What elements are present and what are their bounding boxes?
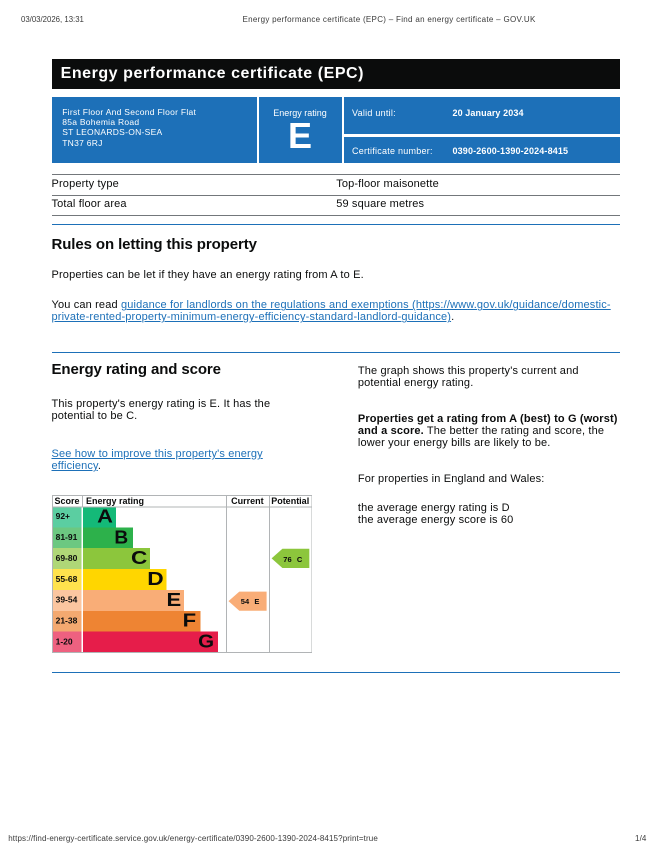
svg-text:55-68: 55-68	[55, 574, 77, 584]
svg-text:Score: Score	[54, 496, 79, 506]
svg-text:F: F	[182, 611, 196, 631]
svg-text:Energy rating: Energy rating	[86, 496, 144, 506]
svg-text:92+: 92+	[55, 511, 69, 521]
svg-text:69-80: 69-80	[55, 553, 77, 563]
svg-text:G: G	[198, 632, 214, 652]
svg-text:81-91: 81-91	[55, 532, 77, 542]
svg-text:Potential: Potential	[271, 496, 309, 506]
svg-text:C: C	[131, 548, 147, 568]
svg-text:39-54: 39-54	[55, 595, 77, 605]
svg-text:B: B	[114, 527, 128, 547]
svg-text:Current: Current	[231, 496, 264, 506]
svg-text:21-38: 21-38	[55, 615, 77, 625]
svg-text:1-20: 1-20	[55, 636, 72, 646]
svg-text:A: A	[97, 506, 113, 526]
svg-text:D: D	[147, 569, 163, 589]
svg-text:E: E	[166, 590, 181, 610]
